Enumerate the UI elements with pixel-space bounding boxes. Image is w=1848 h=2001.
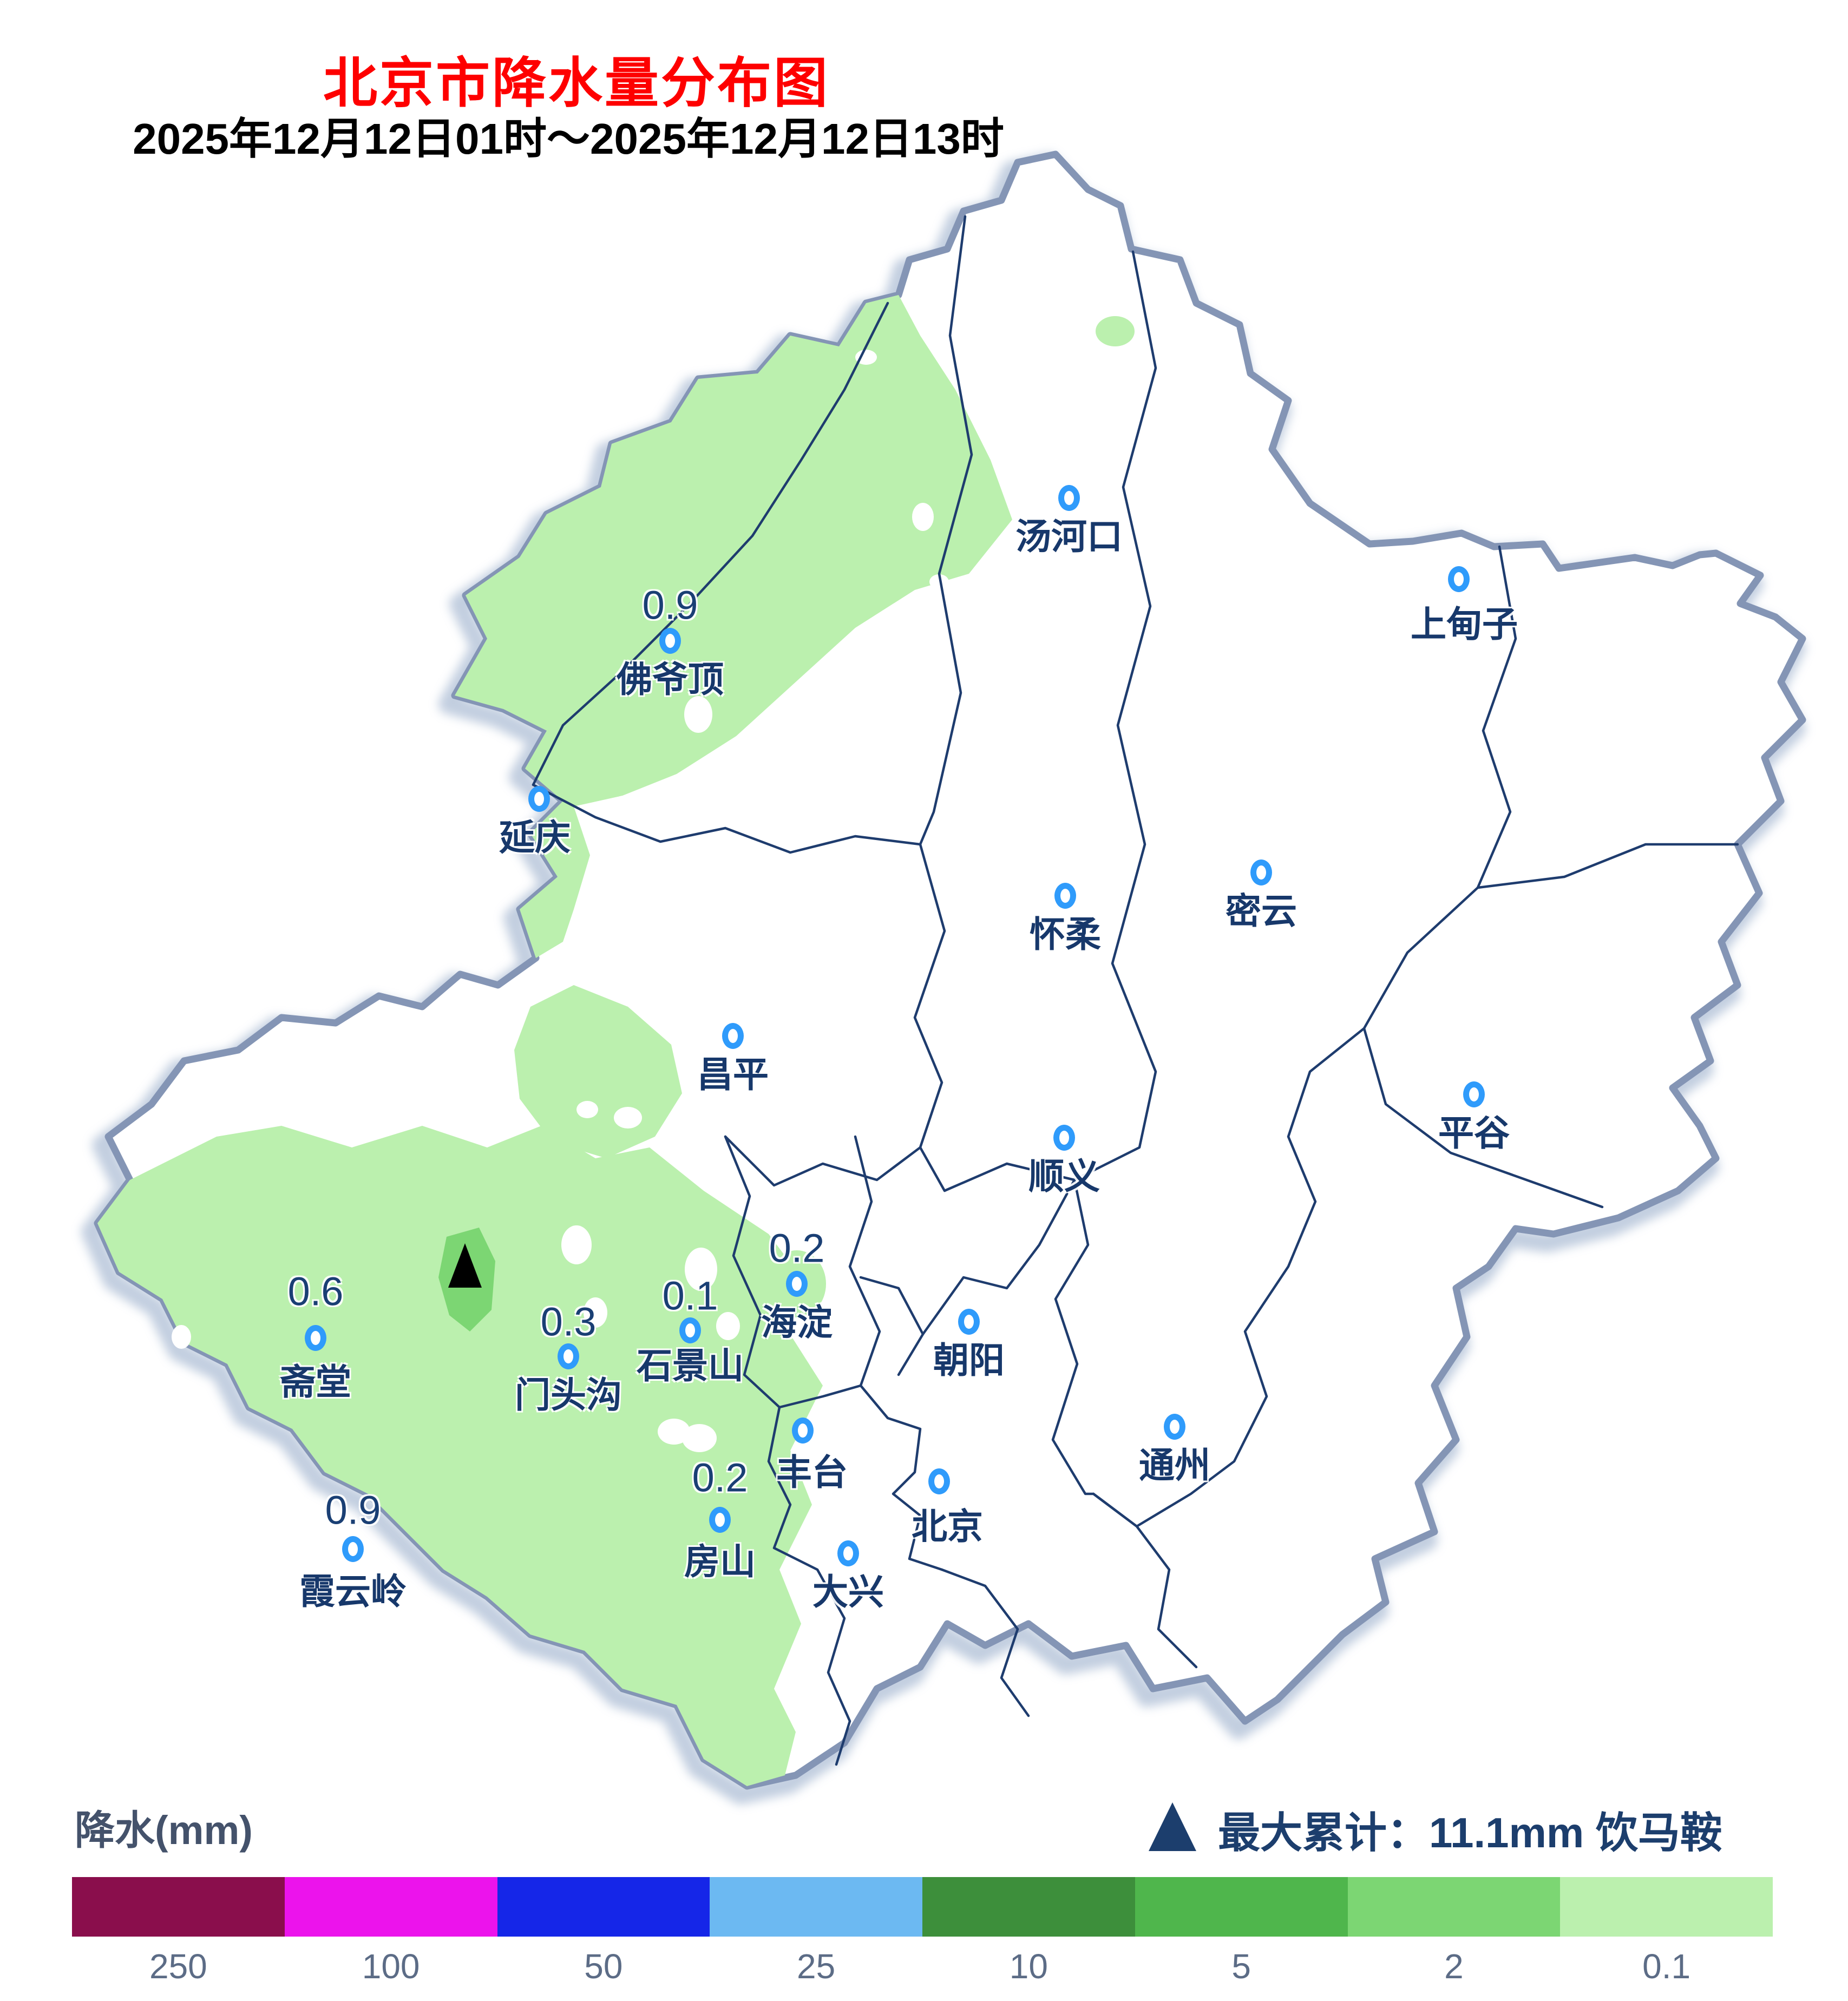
station-dot-霞云岭	[342, 1536, 364, 1562]
station-value: 0.6	[287, 1269, 344, 1314]
station-label: 北京	[912, 1506, 983, 1546]
legend-bin-2: 2	[1347, 1877, 1561, 1986]
legend-bin-label: 100	[362, 1947, 420, 1986]
station-dot-石景山	[679, 1317, 701, 1343]
legend-title: 降水(mm)	[75, 1808, 253, 1853]
station-label: 海淀	[761, 1302, 833, 1342]
station-label: 丰台	[776, 1452, 848, 1492]
max-accumulation-triangle-icon	[448, 1243, 482, 1288]
station-label: 顺义	[1028, 1156, 1100, 1196]
legend-bin-label: 2	[1444, 1947, 1464, 1986]
station-dot-密云	[1250, 860, 1272, 885]
legend-triangle-icon	[1149, 1802, 1196, 1851]
station-label: 汤河口	[1015, 516, 1123, 556]
district-boundaries	[532, 215, 1739, 1766]
precip-patch-southwest	[97, 1126, 823, 1786]
station-dot-上甸子	[1448, 566, 1470, 592]
legend-bin-0.1: 0.1	[1560, 1877, 1773, 1986]
station-value: 0.1	[662, 1273, 718, 1318]
station-label: 密云	[1226, 891, 1297, 931]
station-dot-昌平	[722, 1023, 744, 1049]
station-dot-斋堂	[305, 1325, 326, 1351]
station-label: 延庆	[499, 817, 571, 857]
station-label: 怀柔	[1030, 914, 1101, 954]
legend-bin-label: 25	[797, 1947, 836, 1986]
station-dot-门头沟	[558, 1343, 579, 1369]
legend-bin-label: 0.1	[1642, 1947, 1691, 1986]
page-title: 北京市降水量分布图	[323, 53, 830, 114]
station-value: 0.9	[325, 1487, 381, 1533]
page-subtitle: 2025年12月12日01时～2025年12月12日13时	[133, 115, 1004, 163]
station-value: 0.2	[692, 1455, 748, 1500]
legend-bin-label: 250	[149, 1947, 207, 1986]
station-dot-丰台	[792, 1418, 814, 1444]
station-dot-通州	[1164, 1414, 1185, 1440]
station-dot-朝阳	[958, 1309, 980, 1335]
station-dot-怀柔	[1054, 883, 1076, 909]
station-value: 0.3	[540, 1299, 597, 1344]
station-label: 斋堂	[280, 1362, 351, 1402]
precip-patch-northwest	[455, 295, 1012, 958]
station-label: 门头沟	[515, 1375, 622, 1415]
legend-bin-100: 100	[284, 1877, 497, 1986]
legend-bin-5: 5	[1135, 1877, 1348, 1986]
legend-bin-50: 50	[497, 1877, 710, 1986]
precip-patch-north-small	[1096, 316, 1135, 346]
station-label: 霞云岭	[299, 1571, 407, 1611]
station-dot-佛爷顶	[659, 628, 681, 654]
station-dot-海淀	[786, 1271, 808, 1297]
legend-bin-label: 5	[1231, 1947, 1251, 1986]
precip-area-light	[97, 295, 1135, 1786]
station-dot-汤河口	[1058, 485, 1080, 511]
precip-mid-speck	[370, 1574, 385, 1590]
station-label: 朝阳	[933, 1340, 1005, 1380]
legend-color-bar: 250 100 50 25 10 5 2 0.1	[72, 1877, 1773, 1986]
no-precip-gaps	[172, 350, 949, 1609]
station-label: 石景山	[637, 1346, 744, 1386]
station-label: 通州	[1139, 1445, 1210, 1485]
station-label: 昌平	[697, 1054, 769, 1094]
station-label: 平谷	[1438, 1113, 1510, 1153]
station-label: 上甸子	[1411, 604, 1518, 644]
station-label: 房山	[684, 1541, 756, 1582]
station-dot-顺义	[1053, 1125, 1075, 1151]
legend-max-note: 最大累计：11.1mm 饮马鞍	[1218, 1809, 1722, 1856]
station-dot-平谷	[1463, 1081, 1485, 1107]
station-dot-北京	[928, 1468, 950, 1494]
station-value: 0.9	[642, 582, 698, 628]
station-label: 佛爷顶	[617, 659, 724, 699]
legend-bin-250: 250	[72, 1877, 285, 1986]
station-dot-延庆	[528, 786, 550, 812]
legend-bin-label: 50	[584, 1947, 623, 1986]
legend-bin-25: 25	[710, 1877, 922, 1986]
station-value: 0.2	[769, 1225, 825, 1271]
station-dot-大兴	[837, 1540, 859, 1566]
station-label: 大兴	[812, 1572, 884, 1612]
station-dot-房山	[709, 1507, 731, 1533]
legend-bin-label: 10	[1009, 1947, 1048, 1986]
legend-bin-10: 10	[922, 1877, 1135, 1986]
